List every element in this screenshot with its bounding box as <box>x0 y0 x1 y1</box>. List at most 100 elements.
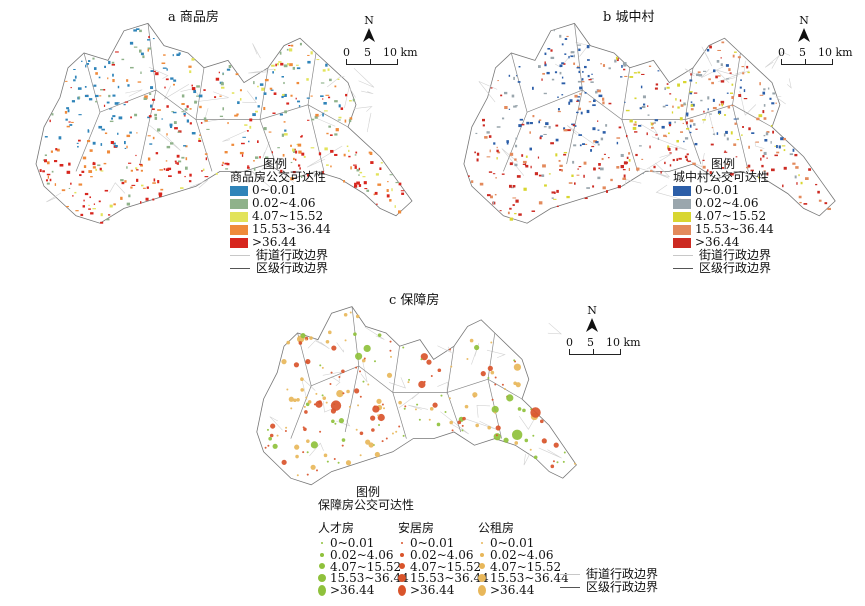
housing-patch <box>289 63 293 67</box>
housing-patch <box>522 163 526 165</box>
housing-patch <box>337 78 340 80</box>
housing-patch <box>124 140 126 145</box>
housing-point <box>448 348 451 351</box>
housing-patch <box>603 153 606 155</box>
housing-patch <box>171 111 175 113</box>
housing-patch <box>725 64 729 67</box>
housing-patch <box>482 124 485 127</box>
housing-patch <box>283 81 285 85</box>
housing-patch <box>139 29 142 33</box>
housing-patch <box>495 177 497 179</box>
housing-patch <box>550 56 555 60</box>
housing-patch <box>201 170 203 172</box>
housing-patch <box>283 121 286 123</box>
housing-patch <box>115 51 119 53</box>
housing-patch <box>651 127 654 129</box>
housing-patch <box>203 89 206 91</box>
housing-patch <box>169 125 173 129</box>
housing-patch <box>588 101 592 103</box>
housing-patch <box>557 96 559 98</box>
housing-patch <box>225 168 229 170</box>
housing-patch <box>568 55 570 59</box>
housing-patch <box>185 157 188 161</box>
housing-point <box>272 443 278 449</box>
street-boundary <box>195 91 229 103</box>
housing-patch <box>257 140 259 143</box>
housing-patch <box>310 95 313 97</box>
housing-patch <box>622 177 627 180</box>
housing-patch <box>301 175 303 178</box>
housing-patch <box>694 142 698 146</box>
scale-label-10: 10 km <box>383 46 418 59</box>
housing-patch <box>161 62 166 65</box>
housing-patch <box>600 62 602 65</box>
housing-patch <box>198 94 203 98</box>
housing-point <box>402 434 405 437</box>
housing-patch <box>394 205 396 208</box>
housing-patch <box>170 142 174 145</box>
housing-patch <box>730 131 733 135</box>
housing-patch <box>377 183 382 186</box>
housing-patch <box>702 165 706 169</box>
housing-patch <box>689 124 692 128</box>
housing-patch <box>799 201 802 204</box>
housing-patch <box>584 65 587 69</box>
housing-patch <box>107 77 109 80</box>
housing-patch <box>159 169 163 171</box>
housing-patch <box>597 129 600 131</box>
housing-patch <box>758 114 763 118</box>
housing-patch <box>479 182 484 186</box>
housing-point <box>327 330 332 335</box>
housing-patch <box>92 162 96 166</box>
housing-patch <box>204 176 209 178</box>
housing-point <box>556 461 559 464</box>
housing-patch <box>506 141 509 145</box>
housing-point <box>475 423 479 428</box>
housing-patch <box>49 178 52 182</box>
housing-patch <box>669 164 672 167</box>
housing-point <box>361 358 366 363</box>
housing-patch <box>551 78 555 81</box>
housing-patch <box>641 73 645 75</box>
housing-patch <box>126 202 131 206</box>
housing-patch <box>583 161 587 165</box>
housing-patch <box>348 149 350 152</box>
housing-point <box>354 388 360 394</box>
housing-patch <box>635 153 638 157</box>
housing-patch <box>570 55 574 58</box>
housing-patch <box>514 212 517 215</box>
housing-patch <box>158 194 162 197</box>
legend-item: 0.02~4.06 <box>230 197 370 210</box>
housing-patch <box>711 127 714 129</box>
housing-patch <box>582 143 586 145</box>
housing-point <box>563 451 566 454</box>
street-boundary <box>284 179 295 185</box>
housing-patch <box>284 110 288 114</box>
housing-patch <box>118 116 123 120</box>
housing-patch <box>503 91 508 95</box>
housing-patch <box>667 132 670 135</box>
housing-patch <box>608 67 611 70</box>
housing-patch <box>170 77 174 80</box>
housing-patch <box>576 174 580 176</box>
housing-patch <box>616 57 619 62</box>
scale-bar-b: N 0 5 10 km <box>778 14 858 74</box>
housing-point <box>359 431 364 436</box>
housing-patch <box>544 184 547 187</box>
housing-point <box>381 403 384 406</box>
street-boundary <box>163 83 190 100</box>
housing-patch <box>137 81 142 83</box>
housing-patch <box>685 112 689 115</box>
street-boundary <box>637 162 670 178</box>
housing-patch <box>728 68 731 72</box>
housing-patch <box>152 198 155 201</box>
housing-patch <box>180 187 184 189</box>
housing-patch <box>561 76 564 79</box>
housing-point <box>309 336 313 340</box>
housing-patch <box>47 161 50 165</box>
housing-patch <box>375 173 379 176</box>
street-boundary <box>366 112 372 133</box>
housing-point <box>490 370 495 375</box>
housing-patch <box>98 200 101 203</box>
housing-patch <box>346 145 349 148</box>
